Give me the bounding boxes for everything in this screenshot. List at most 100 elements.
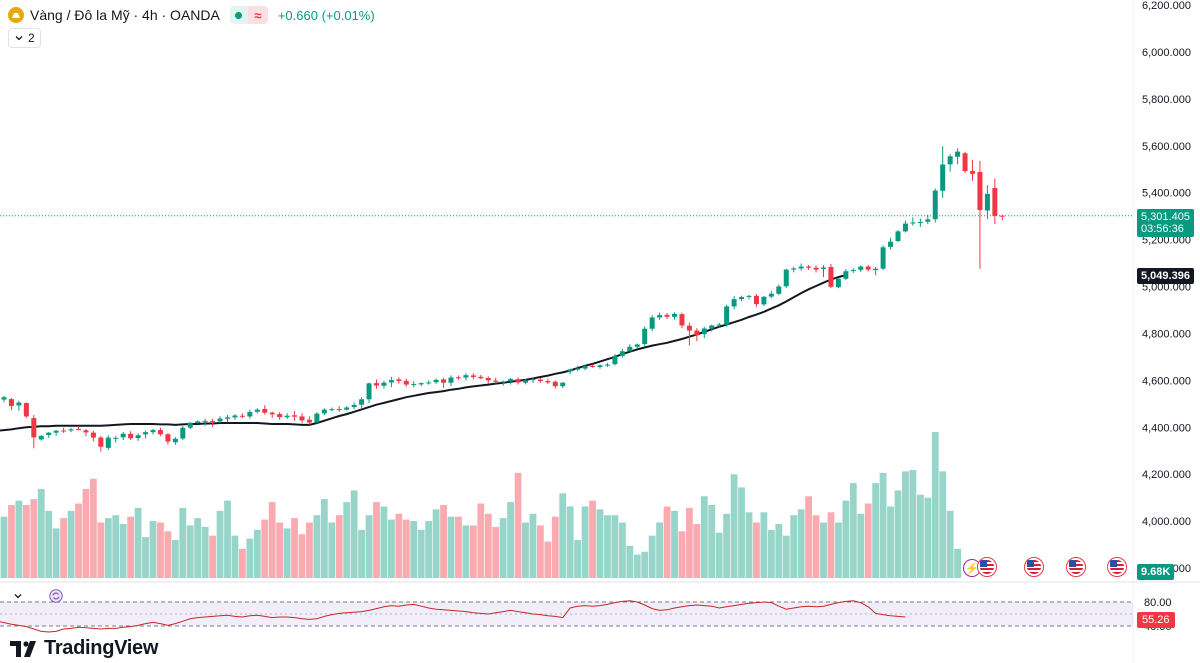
volume-bar bbox=[797, 509, 805, 578]
collapse-pane-button[interactable] bbox=[8, 588, 28, 604]
candle-body bbox=[485, 377, 491, 381]
volume-bar bbox=[551, 516, 559, 578]
candle-body bbox=[403, 380, 409, 385]
candle-body bbox=[515, 379, 521, 383]
volume-bar bbox=[648, 535, 656, 578]
watermark-text: TradingView bbox=[44, 637, 159, 659]
market-open-dot bbox=[235, 11, 243, 19]
candle-body bbox=[917, 221, 923, 223]
candle-body bbox=[731, 299, 737, 307]
candle-body bbox=[269, 412, 275, 415]
volume-bar bbox=[127, 516, 135, 578]
candle-body bbox=[46, 432, 52, 435]
tradingview-watermark[interactable]: TradingView bbox=[10, 637, 158, 660]
volume-bar bbox=[715, 532, 723, 578]
volume-bar bbox=[931, 432, 939, 578]
volume-bar bbox=[492, 526, 500, 578]
us-flag-event-icon[interactable] bbox=[1107, 557, 1127, 577]
volume-bar bbox=[67, 510, 75, 578]
candle-body bbox=[545, 381, 551, 383]
volume-bar bbox=[469, 525, 477, 578]
symbol-legend[interactable]: Vàng / Đô la Mỹ · 4h · OANDA ≈ +0.660 (+… bbox=[8, 4, 375, 26]
candle-body bbox=[701, 328, 707, 335]
price-axis-label: 4,800.000 bbox=[1142, 328, 1191, 340]
us-flag bbox=[1027, 560, 1041, 574]
tradingview-logo-icon bbox=[10, 640, 36, 657]
candle-body bbox=[910, 222, 916, 224]
candle-body bbox=[992, 187, 998, 216]
candle-body bbox=[597, 365, 603, 367]
candle-body bbox=[463, 375, 469, 378]
volume-bar bbox=[30, 499, 38, 578]
us-flag-event-icon[interactable] bbox=[1066, 557, 1086, 577]
candle-body bbox=[232, 415, 238, 418]
volume-bar bbox=[686, 507, 693, 578]
candle-body bbox=[411, 384, 417, 386]
candle-body bbox=[299, 416, 305, 421]
volume-bar bbox=[157, 522, 164, 578]
price-axis-label: 6,200.000 bbox=[1142, 0, 1191, 12]
price-axis-label: 5,000.000 bbox=[1142, 282, 1191, 294]
candle-body bbox=[455, 377, 461, 379]
candle-body bbox=[247, 412, 253, 417]
volume-bar bbox=[574, 540, 582, 578]
price-axis-label: 4,600.000 bbox=[1142, 375, 1191, 387]
volume-bar bbox=[879, 472, 887, 578]
volume-bar bbox=[388, 519, 395, 578]
price-change: +0.660 (+0.01%) bbox=[277, 7, 375, 23]
candle-body bbox=[664, 314, 670, 317]
price-axis-label: 4,000.000 bbox=[1142, 516, 1191, 528]
us-flag bbox=[980, 560, 994, 574]
candle-body bbox=[292, 415, 298, 417]
candle-body bbox=[537, 379, 543, 382]
sync-button[interactable] bbox=[48, 588, 64, 604]
candle-body bbox=[284, 415, 290, 418]
ema-price-tag: 5,049.396 bbox=[1137, 268, 1194, 284]
volume-bar bbox=[507, 502, 514, 578]
candle-body bbox=[277, 414, 283, 418]
candle-body bbox=[970, 171, 975, 174]
indicators-toggle-button[interactable]: 2 bbox=[8, 28, 41, 48]
volume-bar bbox=[142, 537, 149, 578]
volume-bar bbox=[104, 518, 112, 578]
volume-bar bbox=[656, 522, 663, 578]
refresh-icon bbox=[49, 589, 63, 603]
price-axis-label: 5,800.000 bbox=[1142, 94, 1191, 106]
us-flag-event-icon[interactable] bbox=[1024, 557, 1044, 577]
candle-body bbox=[746, 295, 752, 297]
candle-body bbox=[8, 399, 14, 406]
price-axis-label: 6,000.000 bbox=[1142, 47, 1191, 59]
candle-body bbox=[396, 379, 402, 382]
us-flag-event-icon[interactable] bbox=[977, 557, 997, 577]
volume-bar bbox=[201, 526, 209, 578]
candle-body bbox=[582, 366, 588, 369]
price-axis-label: 5,400.000 bbox=[1142, 188, 1191, 200]
volume-bar bbox=[678, 531, 686, 578]
volume-bar bbox=[767, 529, 775, 578]
symbol-title[interactable]: Vàng / Đô la Mỹ · 4h · OANDA bbox=[30, 7, 220, 23]
candle-body bbox=[262, 408, 268, 413]
candle-body bbox=[210, 420, 216, 422]
candle-body bbox=[977, 172, 983, 211]
market-open-icon[interactable] bbox=[229, 6, 248, 24]
delayed-data-icon[interactable]: ≈ bbox=[247, 6, 268, 24]
market-status-badges[interactable]: ≈ bbox=[229, 6, 268, 24]
volume-bar bbox=[432, 509, 440, 578]
candle-body bbox=[858, 266, 864, 270]
volume-bar bbox=[790, 515, 798, 578]
volume-bar bbox=[373, 502, 380, 578]
candle-body bbox=[225, 417, 230, 419]
candle-body bbox=[798, 266, 804, 269]
volume-bar bbox=[909, 469, 917, 578]
volume-bar bbox=[365, 515, 373, 578]
candle-body bbox=[724, 306, 730, 325]
volume-bar bbox=[939, 471, 947, 578]
candle-body bbox=[716, 324, 722, 326]
candle-body bbox=[821, 267, 826, 269]
volume-bar bbox=[581, 506, 589, 578]
candle-body bbox=[478, 376, 484, 379]
volume-bar bbox=[395, 513, 403, 578]
bolt-event-icon[interactable]: ⚡ bbox=[963, 559, 981, 577]
